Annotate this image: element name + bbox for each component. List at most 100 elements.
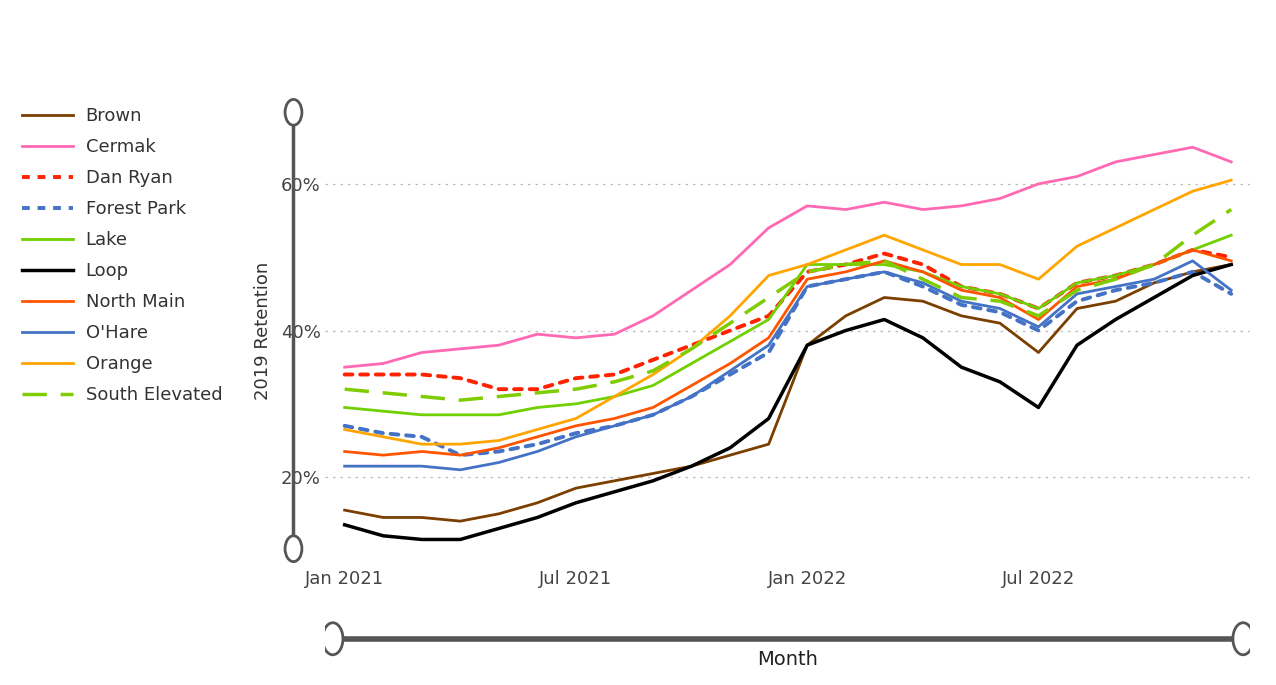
- North Main: [607, 414, 623, 423]
- Forest Park: [877, 268, 892, 276]
- Dan Ryan: [915, 260, 930, 269]
- Loop: [1069, 341, 1085, 349]
- South Elevated: [415, 393, 430, 401]
- Dan Ryan: [1069, 279, 1085, 287]
- Loop: [953, 363, 968, 371]
- Loop: [568, 499, 583, 507]
- North Main: [1224, 257, 1239, 265]
- Forest Park: [607, 422, 623, 430]
- Cermak: [1146, 151, 1161, 159]
- Dan Ryan: [491, 385, 507, 393]
- Forest Park: [1185, 268, 1201, 276]
- Line: North Main: North Main: [345, 250, 1231, 455]
- Brown: [838, 312, 854, 320]
- Forest Park: [1069, 297, 1085, 306]
- Brown: [760, 440, 776, 448]
- Dan Ryan: [1108, 271, 1123, 279]
- O'Hare: [1146, 275, 1161, 284]
- O'Hare: [453, 466, 468, 474]
- X-axis label: Month: Month: [758, 651, 818, 669]
- Forest Park: [491, 447, 507, 456]
- Text: 2019 Retention by Branch: 2019 Retention by Branch: [17, 23, 444, 51]
- Lake: [1224, 231, 1239, 239]
- Line: Dan Ryan: Dan Ryan: [345, 250, 1231, 389]
- Line: Forest Park: Forest Park: [345, 272, 1231, 455]
- Forest Park: [993, 308, 1008, 316]
- South Elevated: [1031, 312, 1046, 320]
- Brown: [607, 477, 623, 485]
- Loop: [800, 341, 815, 349]
- Dan Ryan: [760, 312, 776, 320]
- Forest Park: [1108, 286, 1123, 295]
- Line: Lake: Lake: [345, 235, 1231, 415]
- Orange: [453, 440, 468, 448]
- Line: Cermak: Cermak: [345, 147, 1231, 367]
- South Elevated: [646, 366, 661, 375]
- North Main: [375, 451, 390, 459]
- North Main: [453, 451, 468, 459]
- Dan Ryan: [877, 249, 892, 258]
- Y-axis label: 2019 Retention: 2019 Retention: [254, 262, 272, 399]
- Cermak: [1031, 179, 1046, 188]
- Orange: [760, 271, 776, 279]
- Forest Park: [415, 433, 430, 441]
- Brown: [530, 499, 545, 507]
- Dan Ryan: [1146, 260, 1161, 269]
- North Main: [800, 275, 815, 284]
- Cermak: [1224, 158, 1239, 166]
- Lake: [375, 407, 390, 415]
- Lake: [915, 268, 930, 276]
- Orange: [684, 345, 699, 353]
- Orange: [491, 436, 507, 445]
- Forest Park: [530, 440, 545, 448]
- Loop: [375, 532, 390, 540]
- Line: Loop: Loop: [345, 264, 1231, 540]
- Forest Park: [1146, 279, 1161, 287]
- North Main: [877, 257, 892, 265]
- Cermak: [838, 206, 854, 214]
- Dan Ryan: [415, 371, 430, 379]
- Orange: [530, 425, 545, 434]
- Dan Ryan: [646, 356, 661, 364]
- Loop: [684, 462, 699, 471]
- O'Hare: [415, 462, 430, 471]
- Lake: [722, 338, 738, 346]
- Orange: [1224, 176, 1239, 184]
- Cermak: [375, 360, 390, 368]
- Ellipse shape: [323, 623, 343, 655]
- South Elevated: [722, 319, 738, 327]
- Orange: [877, 231, 892, 239]
- North Main: [838, 268, 854, 276]
- Dan Ryan: [684, 341, 699, 349]
- Brown: [1185, 268, 1201, 276]
- Loop: [838, 327, 854, 335]
- O'Hare: [800, 282, 815, 290]
- Orange: [415, 440, 430, 448]
- South Elevated: [877, 257, 892, 265]
- Brown: [1108, 297, 1123, 306]
- Forest Park: [684, 393, 699, 401]
- Brown: [646, 469, 661, 477]
- Brown: [415, 513, 430, 521]
- South Elevated: [800, 268, 815, 276]
- North Main: [760, 334, 776, 342]
- Lake: [337, 403, 352, 412]
- Cermak: [415, 349, 430, 357]
- Loop: [1224, 260, 1239, 269]
- O'Hare: [1185, 257, 1201, 265]
- North Main: [1185, 246, 1201, 254]
- Orange: [1146, 206, 1161, 214]
- Dan Ryan: [993, 290, 1008, 298]
- Brown: [453, 517, 468, 525]
- Cermak: [568, 334, 583, 342]
- Dan Ryan: [1224, 253, 1239, 261]
- Cermak: [915, 206, 930, 214]
- Lake: [415, 411, 430, 419]
- Loop: [415, 536, 430, 544]
- Dan Ryan: [530, 385, 545, 393]
- North Main: [491, 444, 507, 452]
- Dan Ryan: [568, 374, 583, 382]
- Loop: [760, 414, 776, 423]
- Brown: [491, 510, 507, 518]
- Brown: [722, 451, 738, 459]
